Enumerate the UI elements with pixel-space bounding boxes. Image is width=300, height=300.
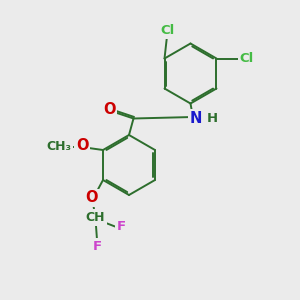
Text: F: F — [117, 220, 126, 233]
Text: O: O — [76, 138, 88, 153]
Text: O: O — [103, 102, 116, 117]
Text: H: H — [207, 112, 218, 125]
Text: Cl: Cl — [239, 52, 254, 65]
Text: O: O — [86, 190, 98, 206]
Text: F: F — [92, 239, 102, 253]
Text: CH: CH — [86, 211, 105, 224]
Text: CH₃: CH₃ — [46, 140, 71, 154]
Text: N: N — [190, 111, 202, 126]
Text: Cl: Cl — [160, 24, 175, 37]
